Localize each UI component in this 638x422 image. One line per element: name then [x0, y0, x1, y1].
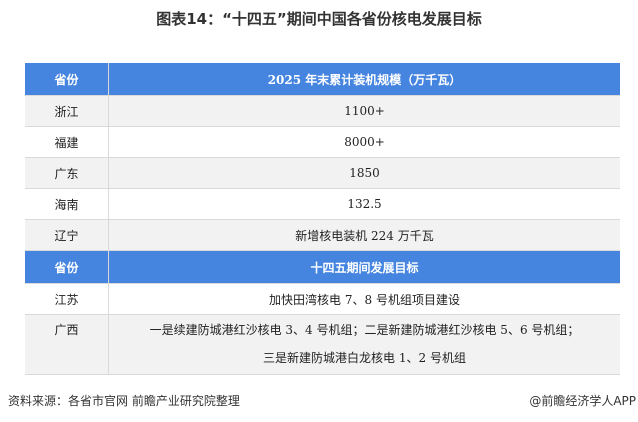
province-cell: 福建 — [25, 126, 109, 158]
province-cell: 辽宁 — [25, 219, 109, 251]
value-cell: 8000+ — [108, 126, 620, 158]
table-row: 海南 132.5 — [25, 188, 620, 220]
table-row: 福建 8000+ — [25, 126, 620, 158]
target-cell: 加快田湾核电 7、8 号机组项目建设 — [108, 283, 620, 315]
header-province: 省份 — [25, 63, 109, 96]
value-cell: 新增核电装机 224 万千瓦 — [108, 219, 620, 251]
value-cell: 1850 — [108, 157, 620, 189]
province-cell: 广西 — [25, 314, 109, 375]
target-cell: 一是续建防城港红沙核电 3、4 号机组；二是新建防城港红沙核电 5、6 号机组；… — [108, 314, 620, 375]
target-line: 一是续建防城港红沙核电 3、4 号机组；二是新建防城港红沙核电 5、6 号机组； — [149, 323, 580, 337]
header-province: 省份 — [25, 250, 109, 284]
value-cell: 1100+ — [108, 95, 620, 127]
table-row: 辽宁 新增核电装机 224 万千瓦 — [25, 219, 620, 251]
header-capacity: 2025 年末累计装机规模（万千瓦） — [108, 63, 620, 96]
header-target: 十四五期间发展目标 — [108, 250, 620, 284]
province-cell: 海南 — [25, 188, 109, 220]
table-row: 广西 一是续建防城港红沙核电 3、4 号机组；二是新建防城港红沙核电 5、6 号机… — [25, 314, 620, 375]
table-row: 浙江 1100+ — [25, 95, 620, 127]
province-cell: 浙江 — [25, 95, 109, 127]
source-note: 资料来源：各省市官网 前瞻产业研究院整理 — [8, 394, 240, 408]
value-cell: 132.5 — [108, 188, 620, 220]
brand-credit: @前瞻经济学人APP — [529, 394, 636, 408]
province-cell: 江苏 — [25, 283, 109, 315]
nuclear-targets-table: 省份 2025 年末累计装机规模（万千瓦） 浙江 1100+ 福建 8000+ 广东 1… — [25, 63, 620, 375]
table-header: 省份 2025 年末累计装机规模（万千瓦） — [25, 63, 620, 96]
province-cell: 广东 — [25, 157, 109, 189]
table-header-2: 省份 十四五期间发展目标 — [25, 250, 620, 284]
page-title: 图表14：“十四五”期间中国各省份核电发展目标 — [156, 10, 482, 28]
table-row: 广东 1850 — [25, 157, 620, 189]
target-line: 三是新建防城港白龙核电 1、2 号机组 — [263, 351, 466, 365]
table-row: 江苏 加快田湾核电 7、8 号机组项目建设 — [25, 283, 620, 315]
